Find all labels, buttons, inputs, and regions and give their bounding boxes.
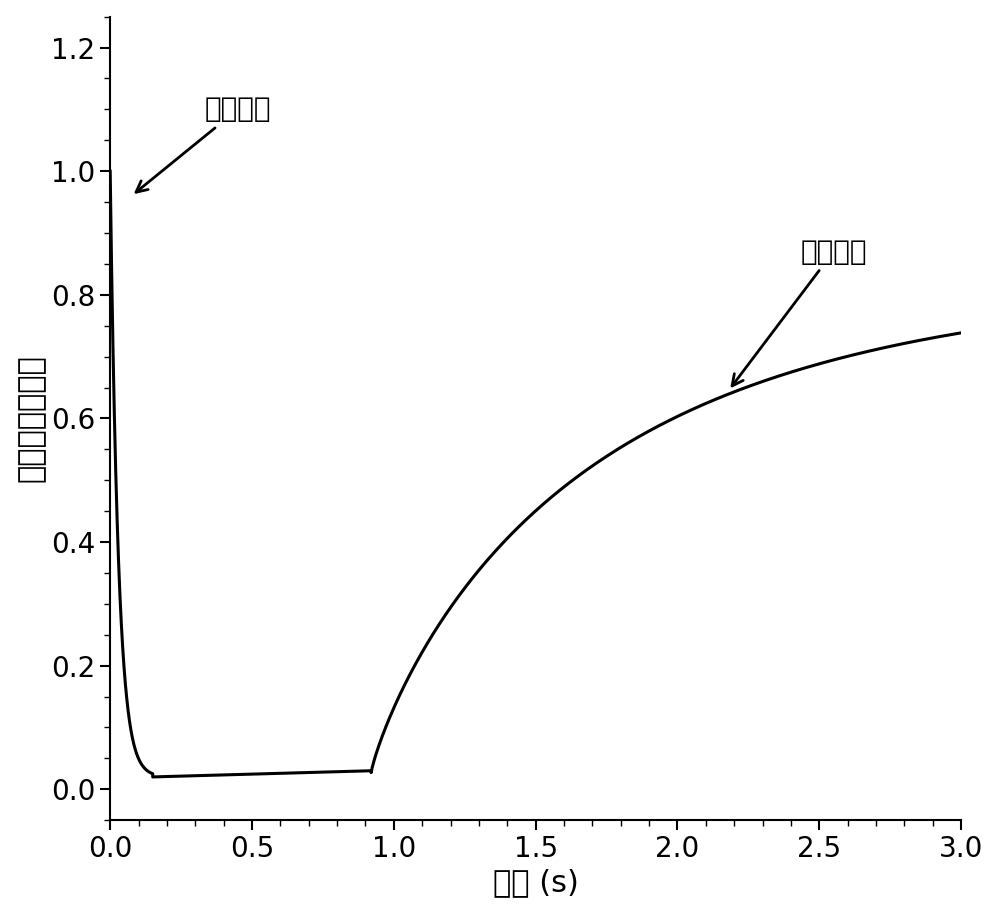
Text: 失超恢复: 失超恢复 xyxy=(732,238,867,386)
Y-axis label: 中心磁场标幺値: 中心磁场标幺値 xyxy=(17,355,46,483)
Text: 失超发生: 失超发生 xyxy=(136,95,271,192)
X-axis label: 时间 (s): 时间 (s) xyxy=(493,868,579,898)
